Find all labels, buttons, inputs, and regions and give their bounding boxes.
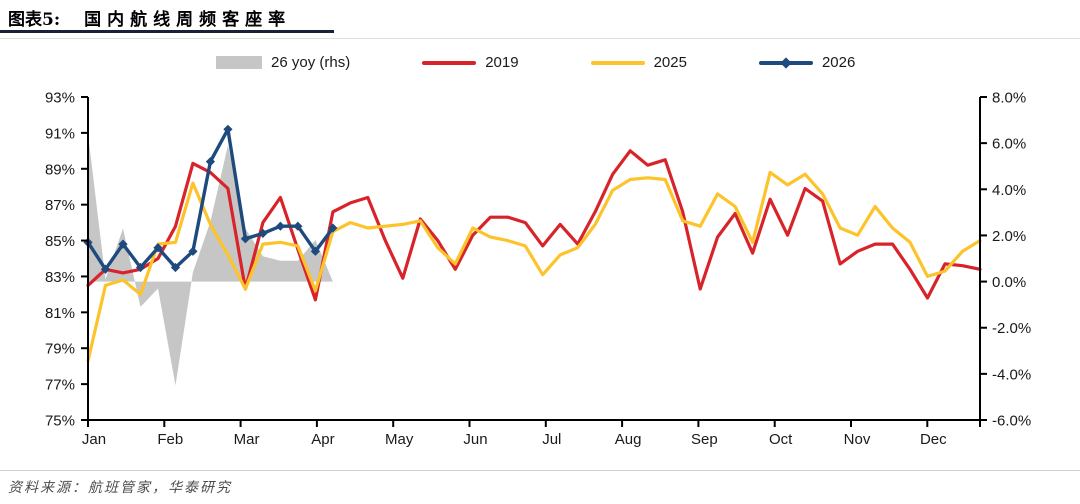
x-axis-month-label: Oct bbox=[769, 431, 793, 448]
diamond-marker-icon bbox=[170, 262, 181, 273]
line-swatch-icon bbox=[590, 60, 645, 65]
axes bbox=[81, 96, 987, 427]
x-axis-month-label: Jan bbox=[82, 431, 106, 448]
x-axis-month-label: Apr bbox=[311, 431, 334, 448]
left-axis-tick-label: 75% bbox=[45, 413, 75, 430]
legend-item-2025: 2025 bbox=[590, 54, 687, 71]
x-axis-month-label: Dec bbox=[920, 431, 947, 448]
diamond-marker-icon bbox=[118, 239, 128, 249]
x-axis-month-label: Aug bbox=[615, 431, 642, 448]
x-axis-month-label: Jul bbox=[542, 431, 561, 448]
legend-item-2019: 2019 bbox=[422, 54, 519, 71]
left-axis-tick-label: 77% bbox=[45, 377, 75, 394]
series-line-2025 bbox=[86, 170, 982, 363]
left-axis-tick-label: 89% bbox=[45, 161, 75, 178]
series-2026 bbox=[83, 124, 338, 274]
x-axis-month-label: Nov bbox=[844, 431, 871, 448]
x-axis-month-label: May bbox=[385, 431, 414, 448]
left-axis-tick-label: 85% bbox=[45, 233, 75, 250]
series-line-2019 bbox=[86, 149, 982, 302]
figure-label: 图表5: bbox=[8, 10, 61, 30]
yoy-area-shape bbox=[88, 133, 333, 386]
right-axis-tick-label: -6.0% bbox=[992, 413, 1031, 430]
series-2025 bbox=[86, 170, 982, 363]
x-axis-month-label: Feb bbox=[157, 431, 183, 448]
right-axis-tick-label: 4.0% bbox=[992, 182, 1026, 199]
diamond-marker-icon bbox=[135, 262, 146, 273]
chart-axes-layer: 93% 91% 89% 87% 85% 83% 81% 79% 77% 75% 8.0% 6.0% 4.… bbox=[45, 90, 1031, 449]
x-axis-month-label: Sep bbox=[691, 431, 718, 448]
title-underline bbox=[0, 30, 334, 33]
x-axis-month-label: Mar bbox=[234, 431, 260, 448]
diamond-marker-icon bbox=[328, 223, 338, 233]
page-title: 国内航线周频客座率 bbox=[84, 10, 292, 30]
diamond-marker-icon bbox=[310, 246, 320, 256]
area-swatch-icon bbox=[216, 56, 262, 69]
legend-label: 2025 bbox=[653, 54, 687, 71]
bottom-divider bbox=[0, 470, 1080, 471]
diamond-marker-icon bbox=[240, 234, 251, 244]
legend-label: 2019 bbox=[485, 54, 519, 71]
source-note: 资料来源：航班管家，华泰研究 bbox=[8, 480, 232, 496]
legend-item-yoy: 26 yoy (rhs) bbox=[216, 54, 350, 71]
diamond-marker-icon bbox=[223, 124, 233, 134]
line-swatch-icon bbox=[422, 60, 477, 65]
legend-item-2026: 2026 bbox=[758, 54, 856, 71]
diamond-marker-icon bbox=[293, 221, 303, 231]
series-yoy-area bbox=[88, 133, 333, 386]
diamond-marker-icon bbox=[258, 228, 268, 238]
top-divider bbox=[0, 38, 1080, 39]
left-axis-tick-label: 79% bbox=[45, 341, 75, 358]
diamond-marker-icon bbox=[205, 157, 216, 167]
diamond-marker-icon bbox=[153, 243, 163, 253]
right-axis-tick-label: 2.0% bbox=[992, 228, 1026, 245]
right-axis-tick-label: 0.0% bbox=[992, 274, 1026, 291]
left-axis-tick-label: 83% bbox=[45, 269, 75, 286]
x-axis-month-label: Jun bbox=[463, 431, 487, 448]
diamond-marker-icon bbox=[100, 264, 111, 274]
right-axis-tick-label: -4.0% bbox=[992, 366, 1031, 383]
left-axis-tick-label: 91% bbox=[45, 125, 75, 142]
left-axis-tick-label: 93% bbox=[45, 90, 75, 107]
left-axis-tick-label: 87% bbox=[45, 197, 75, 214]
legend-label: 26 yoy (rhs) bbox=[271, 54, 351, 71]
right-axis-tick-label: 8.0% bbox=[992, 90, 1026, 107]
series-2019 bbox=[86, 149, 982, 302]
line-diamond-swatch-icon bbox=[758, 56, 813, 69]
chart-legend: 26 yoy (rhs) 2019 2025 2026 bbox=[216, 54, 855, 71]
figure-header: 图表5: 国内航线周频客座率 bbox=[8, 5, 291, 30]
chart-series-layer bbox=[83, 124, 982, 386]
diamond-marker-icon bbox=[188, 246, 198, 256]
left-axis-tick-label: 81% bbox=[45, 305, 75, 322]
legend-label: 2026 bbox=[821, 54, 856, 71]
right-axis-tick-label: -2.0% bbox=[992, 320, 1031, 337]
right-axis-tick-label: 6.0% bbox=[992, 136, 1026, 153]
diamond-marker-icon bbox=[275, 221, 285, 231]
